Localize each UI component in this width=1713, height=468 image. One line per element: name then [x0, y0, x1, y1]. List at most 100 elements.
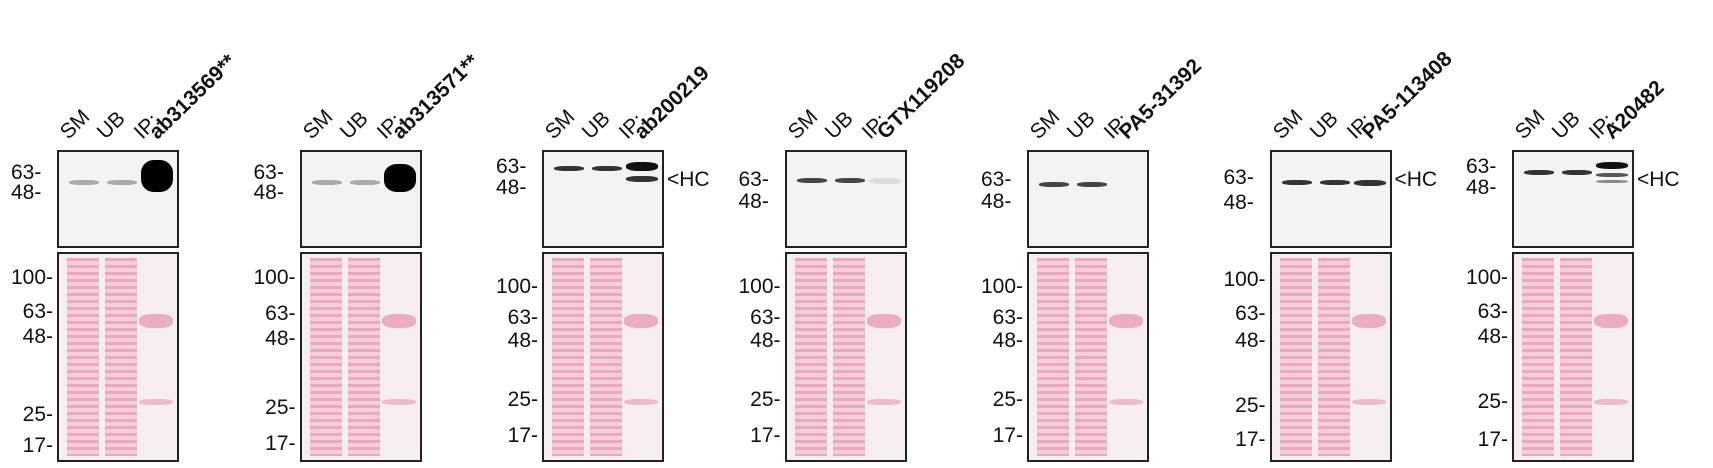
marker-label: 17- [750, 423, 781, 447]
band [1077, 182, 1107, 187]
band [866, 314, 901, 328]
lane-label: SM [1268, 105, 1307, 144]
marker-label: 100- [1465, 266, 1508, 290]
lane-label: UB [1062, 106, 1100, 144]
band [624, 399, 658, 405]
lane-label: UB [92, 106, 130, 144]
marker-label: 63- [981, 168, 1012, 192]
band [1596, 173, 1628, 177]
lane-label: SM [1510, 105, 1550, 144]
blot-bottom [1269, 252, 1392, 462]
lane [1279, 258, 1312, 456]
blot-top [1512, 150, 1634, 248]
lane [347, 258, 380, 456]
blot-bottom [784, 252, 907, 462]
lane-label: SM [783, 105, 822, 144]
lane-label: UB [1305, 106, 1343, 144]
antibody-label: A20482 [1599, 76, 1669, 144]
marker-label: 63- [1477, 299, 1508, 323]
band [626, 162, 658, 171]
lane [1522, 258, 1554, 456]
marker-label: 63- [253, 160, 284, 184]
band [107, 180, 137, 185]
marker-label: 100- [253, 266, 296, 290]
lane-label: UB [577, 106, 615, 144]
blot-top [57, 150, 179, 248]
lane [67, 258, 99, 456]
band [141, 160, 173, 192]
band [554, 166, 584, 171]
marker-label: 100- [495, 274, 538, 298]
marker-label: 17- [265, 432, 296, 456]
marker-label: 48- [253, 181, 284, 205]
antibody-label: ab313571** [387, 50, 483, 144]
marker-label: 17- [1235, 427, 1266, 451]
marker-label: 48- [1466, 176, 1497, 200]
marker-label: 48- [507, 329, 538, 353]
band [624, 314, 658, 328]
band [1353, 180, 1386, 186]
marker-label: 100- [738, 274, 781, 298]
blot-bottom [1027, 252, 1149, 462]
blot-top [1269, 150, 1392, 248]
hc-label: <HC [1394, 168, 1438, 191]
band [1594, 314, 1628, 328]
marker-label: 25- [22, 402, 53, 426]
marker-label: 48- [22, 325, 53, 348]
marker-label: 25- [1235, 394, 1266, 418]
antibody-label: ab313569** [144, 50, 241, 144]
marker-label: 48- [11, 181, 42, 205]
band [834, 178, 865, 183]
blot-bottom [299, 252, 422, 462]
blot-bottom [542, 252, 664, 462]
marker-label: 48- [1223, 190, 1254, 214]
lane [309, 258, 342, 456]
band [626, 176, 658, 182]
marker-label: 17- [1477, 427, 1508, 451]
lane-label: UB [820, 106, 858, 144]
marker-label: 63- [496, 154, 527, 178]
marker-label: 48- [738, 189, 769, 213]
lane [1317, 258, 1350, 456]
band [381, 399, 416, 405]
marker-label: 63- [22, 299, 53, 323]
lane [832, 258, 865, 456]
marker-label: 63- [507, 306, 538, 330]
band [1596, 180, 1628, 183]
marker-label: 100- [980, 274, 1023, 298]
marker-label: 48- [1477, 325, 1508, 348]
lane [552, 258, 584, 456]
marker-label: 48- [496, 176, 527, 200]
band [1039, 182, 1069, 187]
hc-label: <HC [1637, 168, 1680, 191]
band [69, 180, 99, 185]
marker-label: 63- [11, 160, 42, 184]
band [1594, 399, 1628, 405]
antibody-label: GTX119208 [872, 49, 969, 144]
marker-label: 100- [10, 266, 53, 290]
lane [590, 258, 622, 456]
band [1109, 399, 1143, 405]
lane [1075, 258, 1107, 456]
blot-top [299, 150, 422, 248]
antibody-label: ab200219 [629, 61, 714, 144]
band [1109, 314, 1143, 328]
band [139, 399, 173, 405]
hc-label: <HC [667, 168, 710, 191]
band [381, 314, 416, 328]
band [1524, 170, 1554, 175]
band [1319, 180, 1350, 185]
band [796, 178, 827, 183]
marker-label: 48- [1235, 329, 1266, 353]
marker-label: 17- [507, 423, 538, 447]
lane-label: SM [298, 105, 337, 144]
lane-label: SM [55, 105, 95, 144]
band [349, 180, 380, 185]
marker-label: 25- [507, 388, 538, 411]
band [592, 166, 622, 171]
marker-label: 25- [992, 388, 1023, 411]
lane-label: SM [540, 105, 580, 144]
band [1596, 162, 1628, 169]
marker-label: 63- [738, 168, 769, 192]
lane [105, 258, 137, 456]
